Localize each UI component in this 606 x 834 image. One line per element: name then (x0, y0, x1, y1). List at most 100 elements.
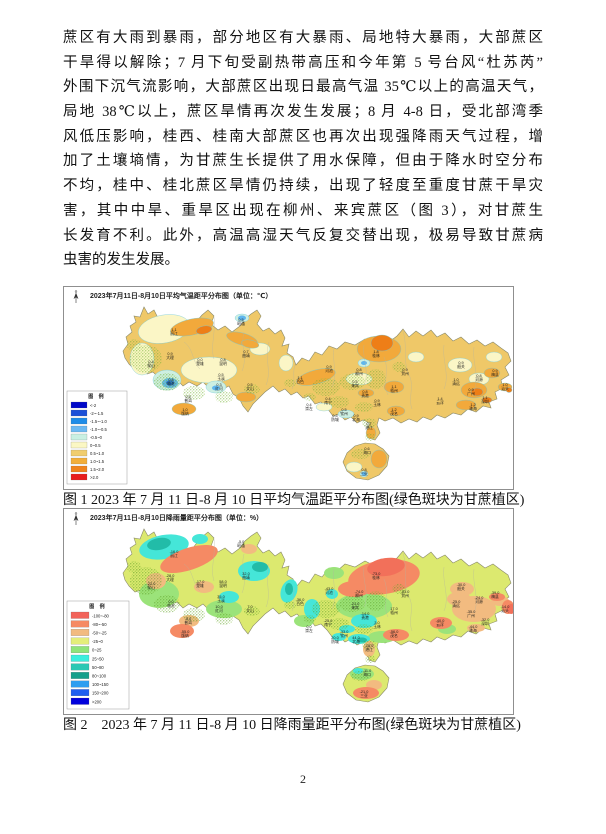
rainfall-anomaly-map: 2023年7月11日-8月10日降雨量距平分布图（单位：%） (66, 512, 513, 710)
station-label: -21.0 来宾 (351, 602, 360, 610)
station-label: 0.7 曲靖 (242, 350, 250, 358)
legend-swatch (70, 457, 88, 465)
station-label: 1.2 茂名 (390, 408, 398, 416)
legend-label: 0~0.5 (90, 443, 101, 448)
station-label: 0.9 大理 (166, 352, 174, 360)
station-label: -14.0 汕头 (501, 605, 510, 613)
station-label: 0.5 文山 (246, 383, 254, 391)
station-label: 3.0 玉林 (373, 621, 381, 629)
legend-label: 1.0~1.5 (90, 459, 105, 464)
paragraph-line: 蔗区有大雨到暴雨，部分地区有大暴雨、局地特大暴雨，大部蔗区 (63, 30, 543, 46)
legend-label: 1.5~2.0 (90, 467, 105, 472)
station-label: 0.8 昆明 (219, 358, 227, 366)
figure-1-map-box: 2023年7月11日-8月10日平均气温距平分布图（单位：℃） (63, 286, 514, 490)
station-label: -5.0 昭通 (237, 540, 245, 548)
legend-label: 150~200 (92, 691, 109, 696)
station-label: 0.7 湛江 (365, 422, 373, 430)
legend-swatch (70, 697, 90, 705)
station-label: 0.9 河池 (325, 365, 333, 373)
map-title: 2023年7月11日-8月10日降雨量距平分布图（单位：%） (90, 513, 263, 522)
station-label: 32.0 曲靖 (242, 572, 250, 580)
station-label: 0.9 韶关 (457, 361, 465, 369)
paragraph-line: 风低压影响，桂西、桂南大部蔗区也再次出现强降雨天气过程，增 (63, 128, 543, 145)
figure-2-caption: 图 2 2023 年 7 月 11 日-8 月 10 日降雨量距平分布图(绿色斑… (63, 718, 521, 733)
station-label: 0.9 玉林 (373, 399, 381, 407)
legend-label: >2.0 (90, 475, 99, 480)
station-label: -16.0 丽江 (170, 550, 179, 558)
station-label: 0.5 来宾 (351, 380, 359, 388)
station-label: -56.0 茂名 (390, 630, 399, 638)
station-label: 7.0 文山 (246, 605, 254, 613)
legend-swatch (70, 611, 90, 619)
paragraph-line: 干旱得以解除；7 月下旬受副热带高压和今年第 5 号台风“杜苏芮” (63, 54, 543, 71)
station-label: 58.0 昆明 (219, 580, 227, 588)
station-label: -73.0 桂林 (372, 572, 381, 580)
station-label: 0.9 梅县 (491, 369, 499, 377)
legend-label: >200 (92, 699, 102, 704)
legend-swatch (70, 689, 90, 696)
figure-2-map-box: 2023年7月11日-8月10日降雨量距平分布图（单位：%） (63, 508, 514, 715)
station-label: 1.1 丽江 (170, 328, 178, 336)
legend-label: -1.5~-1.0 (90, 419, 108, 424)
page-number: 2 (300, 772, 306, 786)
station-label: -44.0 珠海 (469, 625, 478, 633)
station-label: 0.0 临沧 (167, 600, 175, 608)
legend-label: 80~100 (92, 674, 107, 679)
legend-label: -80~-50 (92, 622, 107, 627)
station-labels: -16.0 丽江 -5.0 昭通 -28.0 大理 -22.0 保山 -17.0 楚雄 58.0 昆明… (147, 540, 510, 698)
station-label: 0.9 北海 (352, 414, 360, 422)
legend-swatch (70, 620, 90, 628)
station-label: -28.0 大理 (166, 574, 175, 582)
station-label: 1.4 云浮 (436, 397, 444, 405)
station-label: -53.0 贺州 (401, 590, 410, 598)
legend-label: 0.5~1.0 (90, 451, 105, 456)
paragraph-line: 害，其中中旱、重旱区出现在柳州、来宾蔗区（图 3），对甘蔗生 (63, 202, 543, 219)
station-label: -25.0 清远 (452, 600, 461, 608)
legend-swatch (70, 425, 88, 433)
station-label: 0.6 海口 (363, 447, 371, 455)
station-label: -17.0 楚雄 (196, 580, 205, 588)
legend-swatch (70, 680, 90, 688)
station-label: -55.0 版纳 (181, 630, 190, 638)
station-label: -40.0 云浮 (436, 619, 445, 627)
station-label: 0.9 贺州 (401, 368, 409, 376)
station-label: 0.8 柳州 (355, 368, 363, 376)
legend-swatch (70, 433, 88, 441)
north-arrow-icon (73, 290, 79, 303)
legend-label: 25~50 (92, 656, 104, 661)
station-label: -22.0 保山 (147, 582, 156, 590)
legend-label: -100~-80 (92, 613, 110, 618)
station-label: 1.1 深圳 (481, 396, 489, 404)
station-label: 0.9 广州 (467, 388, 475, 396)
station-label: 20.0 防城 (331, 636, 339, 644)
station-label: 0.5 玉溪 (217, 373, 225, 381)
legend-swatch (70, 637, 90, 645)
province-borders (183, 538, 477, 632)
station-label: 0.8 临沧 (167, 378, 175, 386)
station-label: 1.8 桂林 (372, 350, 380, 358)
rainfall-anomaly-regions (127, 534, 513, 699)
station-label: -11.0 海口 (363, 669, 371, 677)
legend-title: 图 例 (88, 393, 105, 400)
station-label: -21.0 三亚 (360, 690, 369, 698)
legend-swatch (70, 401, 88, 409)
legend-swatch (70, 417, 88, 425)
station-label: 1.1 梧州 (390, 385, 398, 393)
station-label: 0.5 钦州 (340, 408, 348, 416)
sugarcane-zone-speckles (127, 561, 406, 681)
station-label: 1.0 汕头 (501, 383, 509, 391)
legend-swatch (70, 473, 88, 481)
paragraph-line: 加了土壤墒情，为甘蔗生长提供了用水保障，但由于降水时空分布 (63, 153, 543, 170)
legend-label: 50~80 (92, 665, 104, 670)
legend-label: -1.0~-0.5 (90, 427, 108, 432)
paragraph-line: 外围下沉气流影响，大部蔗区出现日最高气温 35℃以上的高温天气， (63, 79, 543, 96)
legend-label: -2~-1.5 (90, 411, 104, 416)
station-label: 1.2 珠海 (469, 403, 477, 411)
legend-label: 100~150 (92, 682, 109, 687)
legend-label: 0~25 (92, 648, 102, 653)
station-label: 35.0 玉溪 (217, 595, 225, 603)
station-label: 0.0 楚雄 (196, 358, 204, 366)
station-label: -14.0 贵港 (361, 612, 370, 620)
station-label: -30.0 韶关 (457, 583, 466, 591)
